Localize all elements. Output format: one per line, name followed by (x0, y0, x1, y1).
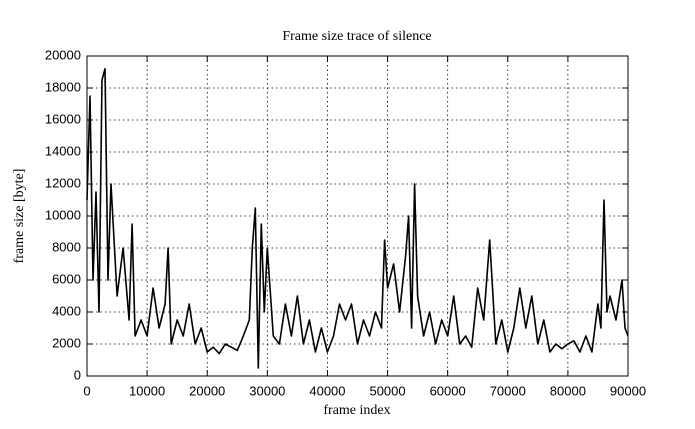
plot-border (86, 55, 629, 377)
x-tick-label: 60000 (430, 383, 466, 398)
y-tick-label: 0 (74, 367, 81, 382)
x-tick-label: 50000 (369, 383, 405, 398)
y-tick-label: 18000 (45, 79, 81, 94)
x-tick-label: 70000 (490, 383, 526, 398)
y-tick-label: 12000 (45, 175, 81, 190)
y-axis-label: frame size [byte] (12, 169, 27, 264)
y-tick-label: 2000 (52, 335, 81, 350)
x-axis-label: frame index (323, 403, 390, 418)
x-tick-label: 30000 (249, 383, 285, 398)
y-tick-label: 4000 (52, 303, 81, 318)
x-tick-label: 40000 (309, 383, 345, 398)
x-tick-label: 20000 (189, 383, 225, 398)
y-tick-label: 14000 (45, 143, 81, 158)
x-tick-label: 0 (83, 383, 90, 398)
x-tick-label: 80000 (550, 383, 586, 398)
y-tick-label: 16000 (45, 111, 81, 126)
y-tick-label: 20000 (45, 47, 81, 62)
y-tick-label: 10000 (45, 207, 81, 222)
y-tick-label: 8000 (52, 239, 81, 254)
y-tick-label: 6000 (52, 271, 81, 286)
x-tick-label: 10000 (129, 383, 165, 398)
data-line (86, 68, 629, 369)
chart-title: Frame size trace of silence (282, 29, 431, 44)
x-tick-label: 90000 (610, 383, 646, 398)
